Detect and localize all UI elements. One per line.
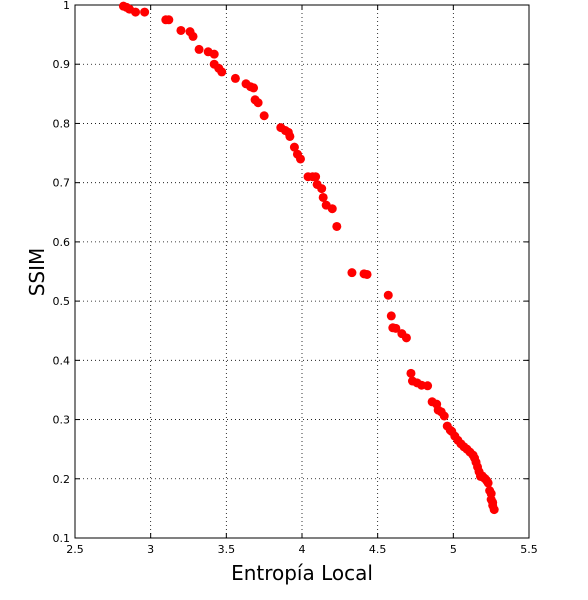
- y-tick-label: 0.2: [53, 473, 71, 486]
- data-point: [332, 221, 342, 231]
- data-point: [317, 184, 327, 194]
- data-point: [401, 333, 411, 343]
- axis-ticks: [74, 4, 530, 539]
- x-tick-label: 3: [147, 543, 154, 556]
- x-tick-labels: 2.5 3 3.5 4 4.5 5 5.5: [66, 543, 538, 556]
- data-point: [176, 25, 186, 35]
- plot-frame: [74, 4, 530, 539]
- y-tick-label: 0.3: [53, 414, 71, 427]
- y-tick-label: 0.7: [53, 177, 71, 190]
- data-point: [295, 154, 305, 164]
- grid: [75, 5, 529, 538]
- y-tick-label: 0.4: [53, 354, 71, 367]
- data-point: [209, 49, 219, 59]
- data-point: [311, 172, 321, 182]
- data-point: [406, 368, 416, 378]
- data-point: [439, 411, 449, 421]
- data-point: [318, 192, 328, 202]
- data-point: [140, 7, 150, 17]
- data-point: [327, 204, 337, 214]
- data-point: [249, 83, 259, 93]
- y-tick-label: 1: [63, 0, 70, 12]
- data-point: [386, 311, 396, 321]
- data-point: [188, 31, 198, 41]
- data-point: [253, 98, 263, 108]
- data-point: [194, 44, 204, 54]
- data-point: [285, 131, 295, 141]
- data-point: [164, 15, 174, 25]
- x-tick-label: 5.5: [520, 543, 538, 556]
- data-point: [131, 7, 141, 17]
- data-point: [259, 111, 269, 121]
- x-tick-label: 2.5: [66, 543, 84, 556]
- data-point: [383, 290, 393, 300]
- y-tick-label: 0.5: [53, 295, 71, 308]
- y-tick-labels: 0.1 0.2 0.3 0.4 0.5 0.6 0.7 0.8 0.9 1: [53, 0, 71, 545]
- data-point: [483, 478, 493, 488]
- data-point: [217, 67, 227, 77]
- y-axis-label: SSIM: [25, 248, 49, 297]
- data-point: [347, 268, 357, 278]
- x-tick-label: 5: [450, 543, 457, 556]
- data-point: [489, 505, 499, 515]
- data-point: [289, 142, 299, 152]
- data-point: [391, 323, 401, 333]
- data-point: [230, 73, 240, 83]
- y-tick-label: 0.1: [53, 532, 71, 545]
- data-points: [118, 1, 499, 515]
- y-tick-label: 0.6: [53, 236, 71, 249]
- y-tick-label: 0.8: [53, 117, 71, 130]
- data-point: [423, 381, 433, 391]
- x-tick-label: 3.5: [218, 543, 236, 556]
- x-tick-label: 4: [299, 543, 306, 556]
- data-point: [362, 269, 372, 279]
- y-tick-label: 0.9: [53, 58, 71, 71]
- x-tick-label: 4.5: [369, 543, 387, 556]
- x-axis-label: Entropía Local: [231, 561, 373, 585]
